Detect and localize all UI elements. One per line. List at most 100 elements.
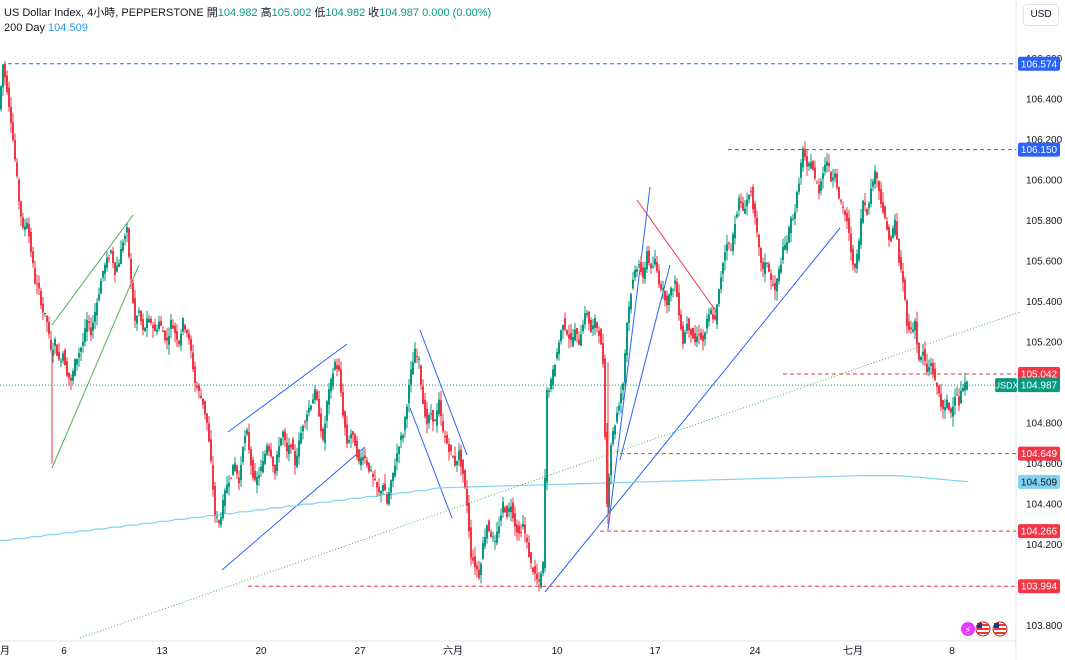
candle-body[interactable] <box>598 330 600 336</box>
candle-body[interactable] <box>390 480 392 493</box>
candle-body[interactable] <box>250 449 252 466</box>
candle-body[interactable] <box>664 291 666 301</box>
candle-body[interactable] <box>458 450 460 461</box>
candle-body[interactable] <box>268 446 270 452</box>
candle-body[interactable] <box>778 268 780 282</box>
candle-body[interactable] <box>412 362 414 375</box>
candle-body[interactable] <box>206 413 208 423</box>
candle-body[interactable] <box>106 257 108 268</box>
candle-body[interactable] <box>626 322 628 356</box>
candle-body[interactable] <box>700 332 702 340</box>
candle-body[interactable] <box>710 309 712 315</box>
candle-body[interactable] <box>864 202 866 206</box>
time-axis[interactable]: 月 6 13 20 27 六月 10 17 24 七月 8 <box>0 645 955 657</box>
candle-body[interactable] <box>504 507 506 513</box>
candle-body[interactable] <box>422 386 424 405</box>
candle-body[interactable] <box>224 490 226 507</box>
candle-body[interactable] <box>860 218 862 245</box>
candle-body[interactable] <box>784 244 786 250</box>
candle-body[interactable] <box>96 302 98 316</box>
candle-body[interactable] <box>192 352 194 370</box>
candle-body[interactable] <box>560 330 562 342</box>
candle-body[interactable] <box>912 329 914 332</box>
candle-body[interactable] <box>164 330 166 341</box>
candle-body[interactable] <box>688 318 690 331</box>
candle-body[interactable] <box>656 261 658 271</box>
candle-body[interactable] <box>78 353 80 358</box>
trend-line-blue-7[interactable] <box>544 227 841 593</box>
candle-body[interactable] <box>618 405 620 411</box>
candle-body[interactable] <box>0 86 2 110</box>
candle-body[interactable] <box>786 242 788 250</box>
candle-body[interactable] <box>498 526 500 534</box>
candle-body[interactable] <box>310 405 312 410</box>
candle-body[interactable] <box>756 217 758 233</box>
candle-body[interactable] <box>90 327 92 336</box>
candle-body[interactable] <box>886 221 888 230</box>
candle-body[interactable] <box>178 340 180 345</box>
candle-body[interactable] <box>368 462 370 472</box>
candle-body[interactable] <box>826 161 828 166</box>
candle-body[interactable] <box>726 244 728 252</box>
candle-body[interactable] <box>424 399 426 417</box>
candle-body[interactable] <box>614 425 616 435</box>
candle-body[interactable] <box>416 356 418 358</box>
candle-body[interactable] <box>430 413 432 415</box>
candle-body[interactable] <box>834 173 836 178</box>
candle-body[interactable] <box>64 349 66 366</box>
candle-body[interactable] <box>720 277 722 290</box>
candle-body[interactable] <box>502 501 504 513</box>
candle-body[interactable] <box>356 440 358 458</box>
candle-body[interactable] <box>568 334 570 339</box>
candle-body[interactable] <box>870 188 872 204</box>
candle-body[interactable] <box>772 284 774 287</box>
candle-body[interactable] <box>84 328 86 343</box>
candle-body[interactable] <box>384 483 386 491</box>
candle-body[interactable] <box>400 435 402 441</box>
candle-body[interactable] <box>320 413 322 432</box>
candle-body[interactable] <box>902 270 904 283</box>
candle-body[interactable] <box>496 531 498 543</box>
candle-body[interactable] <box>644 267 646 280</box>
candle-body[interactable] <box>94 312 96 322</box>
candle-body[interactable] <box>350 433 352 439</box>
candle-body[interactable] <box>678 292 680 316</box>
candle-body[interactable] <box>936 383 938 387</box>
candle-body[interactable] <box>314 389 316 400</box>
candle-body[interactable] <box>690 328 692 336</box>
candle-body[interactable] <box>876 172 878 179</box>
candle-body[interactable] <box>282 431 284 438</box>
candle-body[interactable] <box>890 236 892 242</box>
candle-body[interactable] <box>420 365 422 385</box>
candle-body[interactable] <box>650 263 652 269</box>
candle-body[interactable] <box>918 342 920 360</box>
candle-body[interactable] <box>754 203 756 217</box>
candle-body[interactable] <box>204 400 206 415</box>
candle-body[interactable] <box>92 322 94 331</box>
candle-body[interactable] <box>928 367 930 372</box>
candle-body[interactable] <box>880 188 882 204</box>
candle-body[interactable] <box>442 421 444 432</box>
candle-body[interactable] <box>592 325 594 330</box>
candle-body[interactable] <box>246 429 248 435</box>
candle-body[interactable] <box>104 264 106 274</box>
candle-body[interactable] <box>50 339 52 350</box>
candle-body[interactable] <box>570 332 572 341</box>
candle-body[interactable] <box>932 362 934 375</box>
candle-body[interactable] <box>122 242 124 251</box>
candle-body[interactable] <box>352 431 354 435</box>
candle-body[interactable] <box>604 358 606 438</box>
candle-body[interactable] <box>792 218 794 220</box>
candle-body[interactable] <box>108 258 110 260</box>
candle-body[interactable] <box>256 477 258 486</box>
candle-body[interactable] <box>136 315 138 324</box>
candle-body[interactable] <box>8 87 10 107</box>
candle-body[interactable] <box>846 212 848 222</box>
candle-body[interactable] <box>332 373 334 387</box>
candle-body[interactable] <box>406 406 408 420</box>
candle-body[interactable] <box>144 327 146 331</box>
candle-body[interactable] <box>706 318 708 329</box>
candle-body[interactable] <box>858 240 860 260</box>
candle-body[interactable] <box>818 184 820 194</box>
candle-body[interactable] <box>478 569 480 578</box>
